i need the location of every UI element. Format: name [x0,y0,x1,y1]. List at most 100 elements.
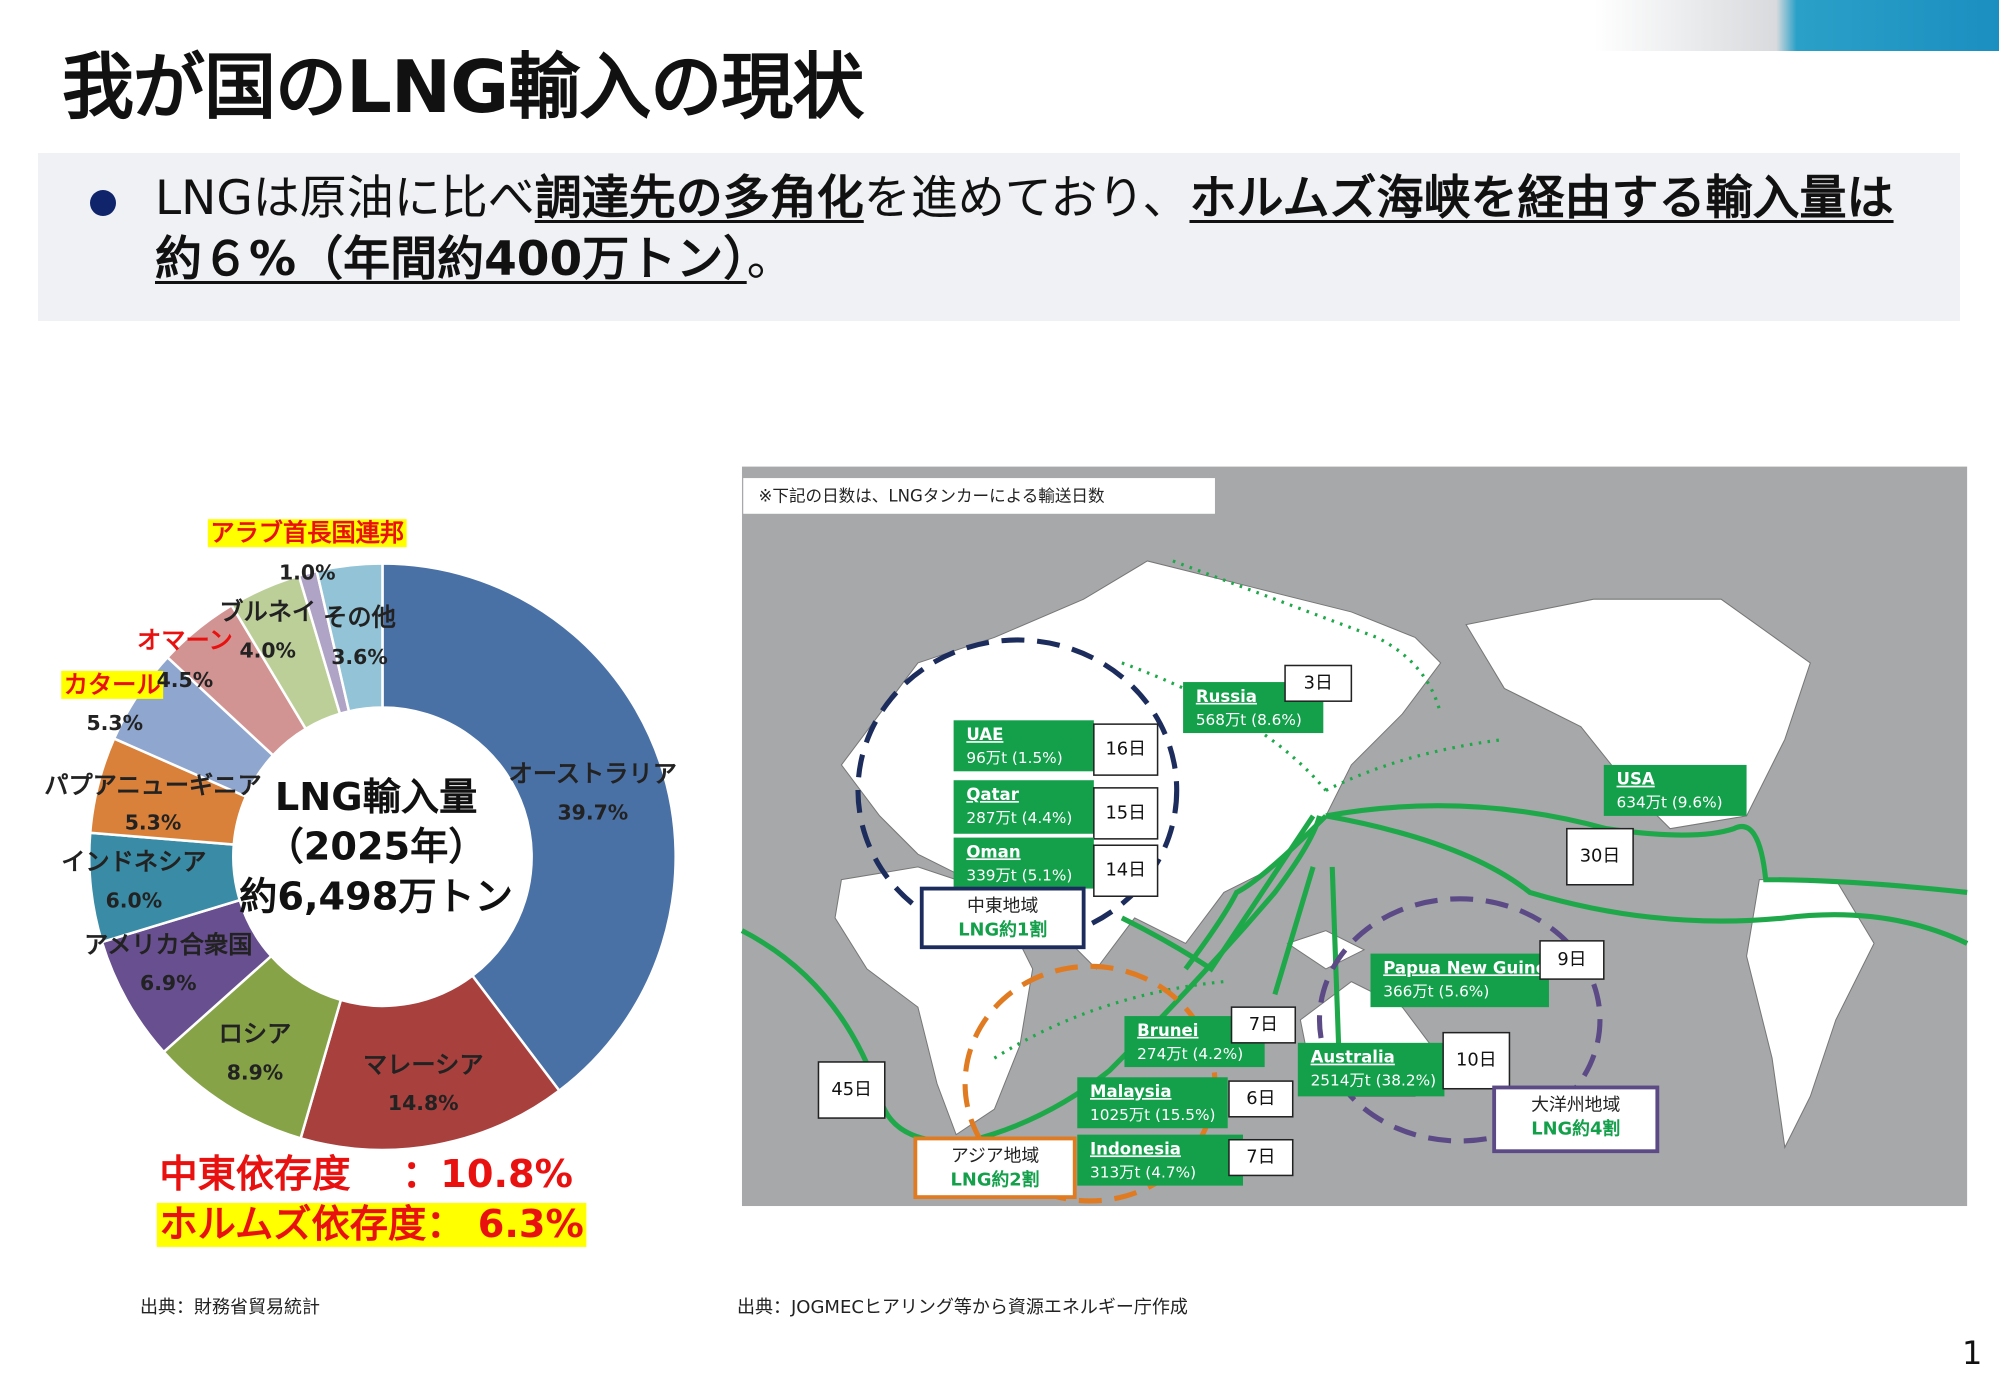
route-days: 3日 [1304,672,1333,693]
route-days: 14日 [1105,860,1146,881]
note-box [743,478,1215,514]
center-text: LNG輸入量 [275,776,477,820]
slice-label: オマーン [137,626,233,654]
value-label: 5.3% [125,811,182,835]
days-box [1442,1031,1511,1090]
route-name: UAE [966,725,1003,744]
slice-label: ロシア [219,1020,292,1048]
slice-label: パプアニューギニア [44,772,261,800]
value-label: 8.9% [227,1060,284,1084]
slice-label: カタール [64,671,161,699]
region-name: 中東地域 [967,895,1038,916]
region-box [919,886,1086,950]
title: 我が国のLNG輸入の現状 [62,45,864,129]
days-box [1539,940,1605,980]
route-name: Malaysia [1090,1082,1172,1101]
value-label: 4.0% [239,638,296,662]
value-label: 4.5% [157,668,214,692]
summary-box [38,153,1960,321]
summary-text: 調達先の多角化 [534,171,864,226]
center-text: （2025年） [266,826,487,870]
route-amount: 1025万t (15.5%) [1090,1106,1216,1124]
route-name: Australia [1311,1048,1395,1067]
route-box [1077,1077,1228,1129]
route-days: 45日 [831,1079,872,1100]
days-box [1093,723,1159,776]
route-days: 10日 [1456,1050,1497,1071]
route-box [953,780,1094,834]
summary-text: を進めており、 [863,171,1190,226]
summary-text: 。 [746,232,794,287]
slice-label: その他 [323,603,396,631]
route-amount: 287万t (4.4%) [966,809,1072,827]
route-amount: 96万t (1.5%) [966,749,1062,767]
route-amount: 274万t (4.2%) [1137,1045,1243,1063]
value-label: 6.9% [140,971,197,995]
route-name: Qatar [966,785,1019,804]
region-share: LNG約1割 [958,919,1047,941]
route-days: 15日 [1105,802,1146,823]
label-highlight [156,1202,587,1247]
days-box [1228,1138,1294,1177]
slice-label: マレーシア [363,1051,484,1079]
slice-label: アラブ首長国連邦 [210,519,404,547]
slice [315,562,384,713]
decor-bar [1594,0,1999,51]
route-amount: 2514万t (38.2%) [1311,1072,1437,1090]
route-name: Oman [966,842,1020,861]
route-amount: 568万t (8.6%) [1196,711,1302,729]
slice [299,973,562,1152]
route-days: 7日 [1246,1147,1275,1168]
route-days: 7日 [1249,1014,1278,1035]
page-number: 1 [1962,1334,1983,1372]
days-box [1284,664,1353,702]
slice-label: オーストラリア [509,760,677,788]
summary: LNGは原油に比べ調達先の多角化を進めており、ホルムズ海峡を経由する輸入量は約６… [155,168,1915,290]
route-box [953,837,1094,889]
region-circle [1316,896,1603,1144]
days-box [817,1061,886,1119]
value-label: 14.8% [388,1091,459,1115]
route-name: USA [1617,770,1655,789]
summary-text: ホルムズ海峡を経由する輸入量は約６%（年間約400万トン） [155,171,1894,287]
route-box [1603,764,1747,816]
source: 出典：財務省貿易統計 [140,1297,320,1318]
route-box [953,720,1094,772]
route-box [1370,953,1549,1008]
region-name: 大洋州地域 [1531,1094,1620,1115]
slice-label: インドネシア [61,848,206,876]
route-name: Brunei [1137,1021,1198,1040]
label-highlight [207,519,407,548]
days-box [1093,844,1159,897]
value-label: 5.3% [86,711,143,735]
route-box [1077,1134,1244,1186]
slice-label: アメリカ合衆国 [84,931,252,959]
days-box [1228,1080,1294,1118]
summary-text: LNGは原油に比べ [155,171,535,226]
route-name: Russia [1196,687,1257,706]
region-share: LNG約4割 [1531,1118,1620,1140]
route-name: Indonesia [1090,1139,1181,1158]
route-name: Papua New Guinea [1383,958,1558,977]
route-days: 9日 [1557,949,1586,970]
center-text: 約6,498万トン [239,875,513,919]
bullet [90,190,116,216]
label-highlight [61,670,164,699]
days-box [1230,1006,1297,1044]
days-box [1566,827,1634,886]
region-share: LNG約2割 [951,1169,1040,1191]
routes [740,803,1969,1145]
value-label: 6.0% [106,888,163,912]
route-days: 30日 [1580,846,1621,867]
value-label: 39.7% [557,800,628,824]
source: 出典：JOGMECヒアリング等から資源エネルギー庁作成 [737,1297,1188,1318]
route-amount: 634万t (9.6%) [1617,794,1723,812]
annotation: 中東依存度 ：10.8% [159,1153,573,1197]
value-label: 1.0% [279,561,336,585]
slice [381,562,677,1093]
route-amount: 313万t (4.7%) [1090,1163,1196,1181]
route-days: 16日 [1105,739,1146,760]
route-amount: 339万t (5.1%) [966,866,1072,884]
